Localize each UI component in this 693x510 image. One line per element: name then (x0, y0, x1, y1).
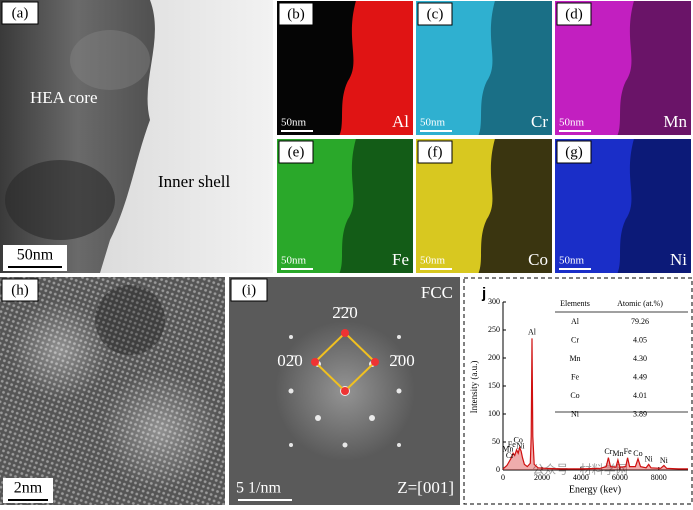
y-tick-label: 0 (496, 465, 500, 474)
table-cell: 79.26 (631, 317, 649, 326)
panel-h: (h) 2nm (0, 277, 225, 505)
y-tick-label: 150 (488, 381, 500, 390)
x-axis-label: Energy (kev) (569, 484, 621, 495)
map-region (617, 139, 691, 273)
label-box (278, 140, 314, 164)
element-label: Co (528, 250, 548, 269)
table-header: Elements (560, 299, 590, 308)
label-box (417, 2, 453, 26)
x-tick-label: 2000 (534, 473, 550, 482)
element-map: (e) Fe 50nm (277, 139, 413, 273)
peak-label: Mn (502, 445, 513, 454)
table-cell: Mn (569, 354, 580, 363)
peak-label: Mn (612, 449, 623, 458)
panel-label: (b) (287, 6, 305, 22)
scale-bar-label: 2nm (14, 480, 43, 497)
element-map: (b) Al 50nm (277, 1, 413, 135)
element-map: (c) Cr 50nm (416, 1, 552, 135)
peak-label: Ni (645, 455, 654, 464)
table-cell: Al (571, 317, 580, 326)
panel-label: (f) (428, 144, 443, 160)
x-tick-label: 4000 (573, 473, 589, 482)
panel-label: (c) (427, 6, 444, 22)
peak-label: Ni (517, 441, 526, 450)
panel-a: (a) HEA core Inner shell 50nm (0, 0, 273, 273)
map-region (478, 139, 552, 273)
scale-bar-label: 50nm (420, 255, 446, 267)
map-region (617, 1, 691, 135)
chart-title: j (481, 285, 486, 302)
scale-bar-label: 50nm (559, 255, 585, 267)
peak-label: Cr (604, 447, 612, 456)
spectrum-area (503, 338, 688, 470)
table-cell: 3.89 (633, 409, 647, 418)
table-cell: 4.01 (633, 391, 647, 400)
spot-label: 02̄0 (277, 351, 303, 370)
map-region (339, 139, 413, 273)
panel-label: (h) (11, 282, 29, 298)
element-map: (f) Co 50nm (416, 139, 552, 273)
spectrum (502, 338, 688, 470)
panel-label: (a) (12, 5, 29, 21)
element-label: Al (392, 112, 409, 131)
panel-i: (i) FCC 2̄2̄0 02̄0 2̄00 5 1/nm Z=[001] (229, 277, 460, 505)
peak-label: Co (633, 449, 642, 458)
table-cell: 4.49 (633, 372, 647, 381)
peak-label: Al (528, 328, 537, 337)
scale-bar-label: 50nm (420, 117, 446, 129)
table-cell: Cr (571, 335, 579, 344)
table-cell: Fe (571, 372, 579, 381)
y-tick-label: 100 (488, 409, 500, 418)
panel-label: (e) (288, 144, 305, 160)
y-tick-label: 300 (488, 297, 500, 306)
element-label: Mn (663, 112, 687, 131)
peak-label: Ni (660, 456, 669, 465)
table-header: Atomic (at.%) (617, 299, 663, 308)
x-tick-label: 8000 (651, 473, 667, 482)
element-map: (d) Mn 50nm (555, 1, 691, 135)
table-cell: Ni (571, 409, 580, 418)
region-label: HEA core (30, 88, 98, 107)
label-box (556, 2, 592, 26)
y-tick-label: 50 (492, 437, 500, 446)
label-box (278, 2, 314, 26)
peak-label: Co (514, 436, 523, 445)
y-axis-label: Intensity (a.u.) (469, 361, 479, 414)
panel-j: j Intensity (a.u.) Energy (kev) 公众号 · 材料… (463, 277, 693, 505)
label-box (417, 140, 453, 164)
panel-label: (i) (242, 282, 256, 298)
label-box (556, 140, 592, 164)
panel-label: (g) (565, 144, 583, 160)
scale-bar-label: 5 1/nm (236, 480, 281, 497)
table-cell: 4.30 (633, 354, 647, 363)
table-cell: 4.05 (633, 335, 647, 344)
scale-bar-label: 50nm (281, 117, 307, 129)
structure-label: FCC (421, 283, 453, 302)
region-label: Inner shell (158, 172, 231, 191)
spot-label: 2̄00 (389, 351, 415, 370)
y-tick-label: 200 (488, 353, 500, 362)
map-region (339, 1, 413, 135)
peak-label: Fe (508, 440, 516, 449)
peak-label: Fe (624, 447, 632, 456)
scale-bar-label: 50nm (281, 255, 307, 267)
spot-label: 2̄2̄0 (332, 303, 358, 322)
peak-label: Cr (506, 451, 514, 460)
zone-axis: Z=[001] (397, 478, 454, 497)
x-tick-label: 0 (501, 473, 505, 482)
element-label: Cr (531, 112, 548, 131)
map-region (478, 1, 552, 135)
element-maps: (b) Al 50nm (c) Cr 50nm (d) Mn 50nm (e) Fe 50nm (f) C… (277, 1, 691, 273)
element-map: (g) Ni 50nm (555, 139, 691, 273)
y-tick-label: 250 (488, 325, 500, 334)
panel-label: (d) (565, 6, 583, 22)
element-label: Fe (392, 250, 409, 269)
element-label: Ni (670, 250, 687, 269)
x-tick-label: 6000 (612, 473, 628, 482)
scale-bar-label: 50nm (17, 247, 54, 264)
table-cell: Co (570, 391, 579, 400)
scale-bar-label: 50nm (559, 117, 585, 129)
